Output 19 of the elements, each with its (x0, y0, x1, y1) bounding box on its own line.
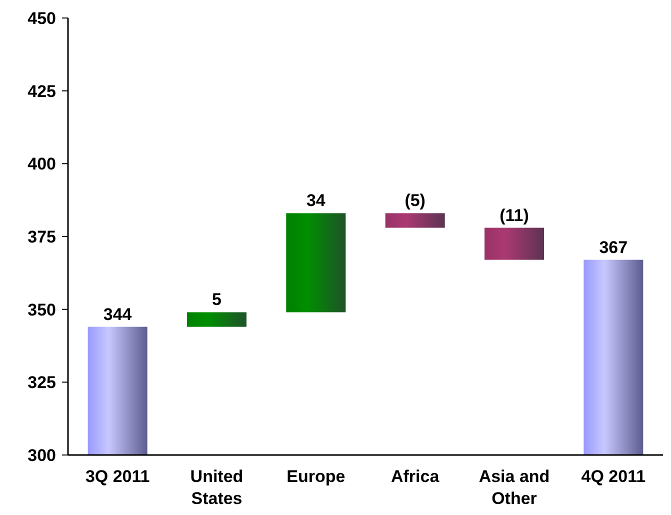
x-tick-label: Asia and Other (478, 467, 550, 508)
x-tick-label: Europe (286, 467, 346, 486)
y-tick-label: 400 (28, 154, 56, 174)
y-tick-label: 450 (28, 8, 56, 28)
data-label: 34 (306, 191, 326, 210)
y-tick-label: 375 (28, 227, 56, 246)
data-label: 344 (103, 304, 132, 324)
y-tick-label: 325 (28, 373, 56, 392)
y-tick-label: 350 (28, 300, 56, 320)
x-tick-label: 3Q 2011 (85, 467, 150, 486)
x-tick-label: United States (190, 467, 244, 508)
y-tick-label: 300 (28, 446, 56, 465)
data-label: 367 (599, 238, 628, 257)
y-tick-label: 425 (28, 82, 56, 101)
data-label: 5 (212, 290, 222, 310)
data-label: (5) (404, 191, 426, 210)
data-label: (11) (500, 206, 529, 225)
x-tick-label: Africa (390, 467, 440, 486)
x-tick-label: 4Q 2011 (581, 467, 646, 486)
